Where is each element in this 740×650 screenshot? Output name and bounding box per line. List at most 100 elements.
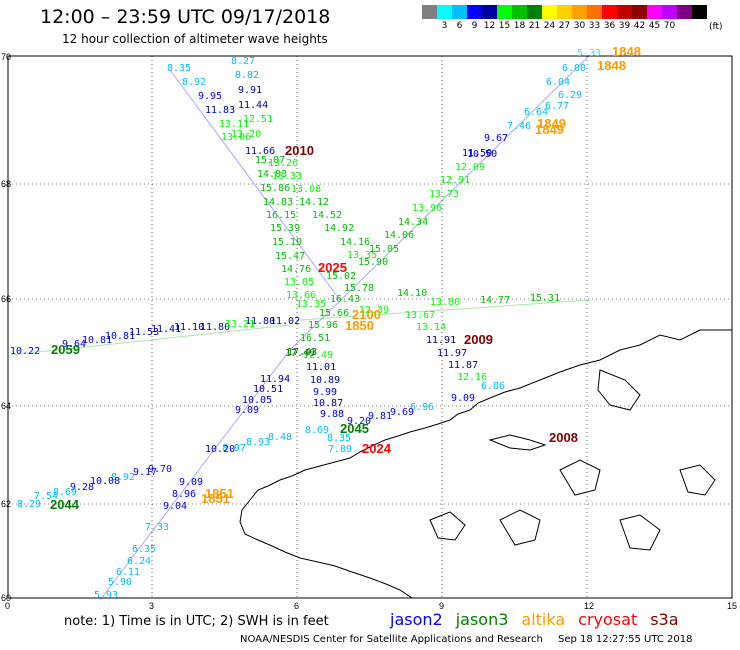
wave-height-value: 8.92 [111,472,135,483]
wave-height-value: 15.31 [530,293,560,304]
wave-height-value: 11.66 [245,146,275,157]
wave-height-value: 13.67 [405,310,435,321]
wave-height-value: 12.51 [243,114,273,125]
scale-label-14: 42 [633,21,646,31]
wave-height-value: 12.09 [455,162,485,173]
track-lines [9,54,591,601]
generated-timestamp: Sep 18 12:27:55 UTC 2018 [558,634,693,645]
wave-height-value: 13.11 [219,119,249,130]
pass-time-label: 2025 [318,260,347,275]
wave-height-value: 8.92 [182,77,206,88]
scale-swatch-9 [557,5,572,19]
wave-height-value: 9.17 [133,467,157,478]
wave-height-value: 6.11 [116,567,140,578]
wave-height-value: 8.96 [172,489,196,500]
scale-label-8: 24 [543,21,556,31]
wave-height-value: 12.39 [359,305,389,316]
wave-height-value: 13.33 [272,171,302,182]
wave-height-value: 8.27 [231,56,255,67]
wave-height-value: 12.16 [457,372,487,383]
wave-height-value: 5.33 [577,48,601,59]
scale-swatch-8 [542,5,557,19]
track-line-jason3-b [299,299,591,321]
wave-height-value: 11.02 [270,316,300,327]
pass-time-label: 2009 [464,332,493,347]
wave-height-value: 11.80 [200,322,230,333]
wave-height-value: 9.70 [148,464,172,475]
wave-height-value: 15.39 [270,223,300,234]
wave-height-value: 10.81 [105,331,135,342]
wave-height-value: 15.05 [369,244,399,255]
pass-time-label: 2008 [549,430,578,445]
wave-height-value: 15.07 [255,155,285,166]
x-tick-label: 9 [439,601,444,611]
legend-item-cryosat: cryosat [578,610,638,629]
scale-label-6: 18 [513,21,526,31]
wave-height-value: 15.78 [344,283,374,294]
wave-height-value: 11.53 [129,327,159,338]
wave-height-value: 13.06 [221,132,251,143]
scale-swatch-17 [677,5,692,19]
legend-item-altika: altika [521,610,566,629]
scale-label-4: 12 [483,21,496,31]
pass-time-label: 1848 [612,44,641,59]
scale-label-9: 27 [558,21,571,31]
wave-height-value: 15.96 [308,320,338,331]
wave-height-value: 11.91 [426,335,456,346]
wave-height-value: 10.20 [205,444,235,455]
wave-height-value: 10.50 [467,149,497,160]
scale-label-15: 45 [648,21,661,31]
pass-time-label: 1850 [345,318,374,333]
wave-height-value: 8.29 [17,499,41,510]
wave-height-value: 6.96 [410,402,434,413]
scale-label-2: 6 [456,21,463,31]
pass-time-label: 1849 [535,122,564,137]
footnote: note: 1) Time is in UTC; 2) SWH is in fe… [64,614,329,629]
y-tick-label: 62 [1,499,11,509]
coastline [239,329,732,599]
wave-height-value: 7.46 [507,121,531,132]
axis-ticks: 0 3 6 9 12 15 70 68 66 64 62 60 [1,52,737,611]
wave-height-value: 9.67 [484,133,508,144]
x-tick-label: 12 [584,601,594,611]
x-tick-label: 6 [294,601,299,611]
wave-height-value: 9.91 [238,85,262,96]
pass-time-label: 2044 [50,497,80,512]
wave-height-value: 8.97 [222,443,246,454]
map-subtitle: 12 hour collection of altimeter wave hei… [62,32,328,46]
wave-height-value: 14.92 [324,223,354,234]
scale-label-16: 70 [663,21,676,31]
scale-label-12: 36 [603,21,616,31]
pass-time-label: 2024 [362,441,392,456]
wave-height-value: 11.44 [238,100,268,111]
y-tick-label: 60 [1,593,11,603]
pass-time-label: 1848 [597,58,626,73]
wave-height-value: 6.86 [481,381,505,392]
wave-height-value: 9.88 [320,409,344,420]
scale-swatch-12 [602,5,617,19]
wave-height-value: 10.87 [313,398,343,409]
wave-height-value: 15.86 [260,183,290,194]
scale-label-11: 33 [588,21,601,31]
wave-height-value: 13.96 [412,203,442,214]
wave-height-value: 14.06 [384,230,414,241]
scale-label-10: 30 [573,21,586,31]
wave-height-value: 10.22 [10,346,40,357]
wave-height-value: 9.64 [62,339,86,350]
legend-item-s3a: s3a [650,610,679,629]
wave-height-value: 8.69 [305,425,329,436]
wave-height-value: 9.69 [390,407,414,418]
wave-height-value: 16.43 [330,294,360,305]
scale-swatch-4 [482,5,497,19]
wave-height-value: 17.49 [285,348,315,359]
scale-swatch-5 [497,5,512,19]
pass-time-label: 2045 [340,421,369,436]
wave-height-value: 8.35 [327,433,351,444]
wave-height-value: 11.87 [448,360,478,371]
wave-height-value: 13.35 [347,250,377,261]
scale-swatch-2 [452,5,467,19]
wave-height-value: 11.94 [260,374,290,385]
